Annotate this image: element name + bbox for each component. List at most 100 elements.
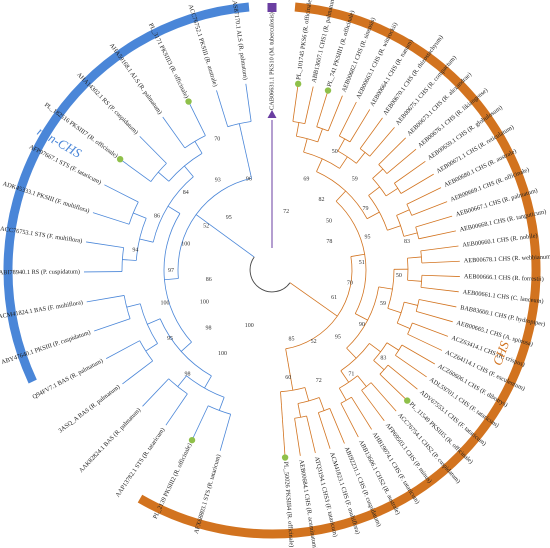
- chs-internal-branch: [369, 343, 381, 353]
- bootstrap-value: 85: [289, 337, 295, 343]
- bootstrap-value: 100: [218, 351, 227, 357]
- chs-terminal-branch: [415, 215, 453, 228]
- chs-internal-branch: [325, 307, 338, 317]
- chs-internal-branch: [290, 376, 294, 391]
- chs-terminal-branch: [412, 322, 449, 337]
- chs-internal-branch: [397, 322, 411, 329]
- bootstrap-value: 98: [184, 371, 190, 377]
- chs-internal-branch: [386, 342, 399, 351]
- chs-internal-branch: [295, 122, 300, 137]
- highlight-marker: [188, 436, 196, 444]
- chs-clade-arc: [137, 2, 541, 539]
- non-chs-internal-branch: [241, 137, 246, 152]
- non-chs-internal-branch: [164, 278, 179, 281]
- bootstrap-value: 94: [132, 248, 138, 254]
- chs-internal-branch: [304, 387, 310, 402]
- chs-internal-branch: [316, 158, 323, 172]
- non-chs-terminal-branch: [162, 116, 186, 149]
- non-chs-terminal-branch: [216, 90, 229, 127]
- chs-internal-branch: [297, 403, 302, 418]
- bootstrap-value: 70: [347, 281, 353, 287]
- non-chs-terminal-branch: [139, 136, 167, 164]
- chs-terminal-branch: [329, 408, 345, 444]
- bootstrap-value: 50: [326, 219, 332, 225]
- chs-internal-branch: [357, 375, 367, 387]
- non-chs-leaf-label: Q94FV7.1 BAS (R. palmatum): [31, 357, 104, 400]
- non-chs-internal-branch: [238, 123, 243, 138]
- chs-terminal-branch: [407, 333, 443, 351]
- chs-terminal-branch: [282, 419, 286, 458]
- chs-terminal-branch: [306, 415, 316, 454]
- chs-internal-branch: [404, 301, 418, 306]
- chs-internal-branch: [385, 187, 399, 197]
- bootstrap-value: 100: [181, 242, 190, 248]
- non-chs-terminal-branch: [191, 405, 209, 441]
- bootstrap-value: 50: [396, 273, 402, 279]
- non-chs-leaf-label: AAK82824.1 BAS (R. palmatum): [78, 407, 142, 474]
- non-chs-clade-arc: [3, 2, 250, 384]
- bootstrap-value: 90: [359, 322, 365, 328]
- bootstrap-value: 71: [348, 372, 354, 378]
- non-chs-terminal-branch: [104, 184, 139, 203]
- chs-branches: [280, 83, 460, 458]
- chs-terminal-branch: [370, 382, 397, 412]
- chs-internal-branch: [338, 387, 347, 401]
- non-chs-terminal-branch: [142, 378, 169, 407]
- chs-internal-arc: [379, 364, 389, 375]
- non-chs-branches: [84, 83, 252, 451]
- non-chs-leaf-label: AAS87170.1 ALS (R. palmatum): [230, 0, 249, 80]
- bootstrap-values: 72 69 50 82 59 50 79 78 95 83 51 50 70 59 61 90 83 95 71 52…: [132, 136, 410, 384]
- chs-terminal-branch: [401, 344, 436, 365]
- chs-terminal-branch: [416, 310, 453, 323]
- bootstrap-value: 83: [404, 239, 410, 245]
- chs-terminal-branch: [361, 390, 385, 422]
- chs-leaf-label: AEB00678.1 CHS (R. webbianum): [464, 253, 550, 264]
- non-chs-internal-branch: [139, 238, 154, 243]
- chs-internal-branch: [303, 138, 308, 153]
- chs-internal-branch: [350, 253, 365, 257]
- chs-terminal-branch: [379, 373, 408, 401]
- non-chs-terminal-branch: [119, 158, 152, 182]
- non-chs-internal-branch: [248, 164, 252, 179]
- bootstrap-value: 52: [203, 224, 209, 230]
- chs-terminal-branch: [327, 95, 343, 132]
- chs-internal-arc: [420, 275, 423, 288]
- bootstrap-value: 60: [285, 375, 291, 381]
- bootstrap-value: 79: [363, 206, 369, 212]
- chs-group-label: CHS: [490, 339, 513, 368]
- bootstrap-value: 70: [214, 136, 220, 142]
- bootstrap-value: 72: [316, 378, 322, 384]
- chs-terminal-branch: [395, 354, 427, 378]
- chs-leaf-label: AEB00663.1 CHS (R. wittrockii): [355, 21, 399, 100]
- non-chs-terminal-branch: [86, 295, 125, 303]
- chs-internal-arc: [337, 150, 357, 164]
- chs-internal-arc: [359, 148, 371, 157]
- bootstrap-value: 83: [380, 356, 386, 362]
- chs-internal-arc: [396, 215, 405, 237]
- outgroup-label: CAB06631.1 PKS10 (M. tuberculosis): [268, 12, 275, 110]
- non-chs-terminal-branch: [86, 241, 124, 248]
- chs-internal-arc: [373, 342, 388, 361]
- bootstrap-value: 100: [200, 300, 209, 306]
- non-chs-leaf-label: AAP13782.1 STS (R. tataricum): [114, 427, 166, 499]
- highlight-marker: [116, 155, 124, 163]
- non-chs-internal-arc: [163, 213, 192, 343]
- non-chs-terminal-branch: [245, 83, 252, 122]
- chs-terminal-branch: [338, 101, 357, 137]
- non-chs-terminal-branch: [92, 212, 130, 225]
- chs-terminal-branch: [304, 86, 314, 124]
- non-chs-leaf-label: AHA59168.1 ALS (R. palmatum): [108, 42, 163, 116]
- chs-terminal-branch: [411, 201, 448, 216]
- non-chs-internal-branch: [133, 212, 147, 219]
- non-chs-leaf-label: AHA14302.1 RS (P. cuspidatum): [75, 71, 139, 136]
- chs-terminal-branch: [292, 83, 299, 122]
- bootstrap-value: 82: [318, 197, 324, 203]
- chs-internal-branch: [366, 211, 380, 220]
- non-chs-terminal-branch: [106, 340, 140, 359]
- chs-internal-branch: [356, 152, 366, 164]
- chs-internal-arc: [339, 375, 358, 389]
- non-chs-internal-arc: [227, 121, 252, 128]
- non-chs-terminal-branch: [165, 393, 188, 426]
- non-chs-internal-branch: [204, 375, 212, 389]
